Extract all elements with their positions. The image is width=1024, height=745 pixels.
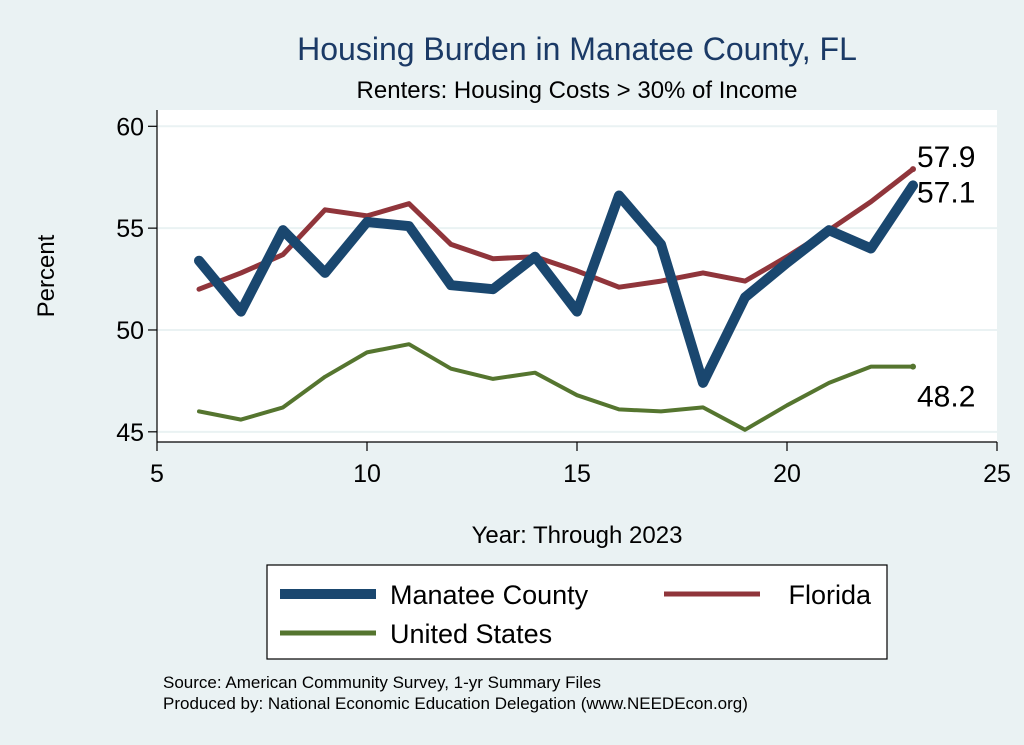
chart: Housing Burden in Manatee County, FL Ren… (0, 0, 1024, 745)
end-label-manatee-county: 57.1 (917, 176, 975, 209)
legend: Manatee County Florida United States (267, 565, 887, 659)
legend-label-florida: Florida (788, 580, 872, 610)
source-line: Source: American Community Survey, 1-yr … (163, 673, 601, 692)
x-axis-label: Year: Through 2023 (472, 522, 683, 549)
x-tick-label: 20 (773, 460, 801, 488)
producer-line: Produced by: National Economic Education… (163, 694, 748, 713)
end-label-united-states: 48.2 (917, 381, 975, 414)
y-tick-label: 50 (116, 317, 144, 345)
legend-label-manatee: Manatee County (390, 580, 589, 610)
plot-area (157, 110, 997, 442)
y-axis-label: Percent (33, 234, 60, 317)
x-tick-label: 10 (353, 460, 381, 488)
y-tick-label: 55 (116, 215, 144, 243)
x-tick-label: 25 (983, 460, 1011, 488)
y-axis-ticks: 45 50 55 60 (116, 113, 157, 447)
x-tick-label: 5 (150, 460, 164, 488)
x-axis-ticks: 5 10 15 20 25 (150, 442, 1011, 488)
end-label-florida: 57.9 (917, 141, 975, 174)
series-end-point (910, 364, 916, 370)
series-end-point (910, 182, 916, 188)
y-tick-label: 60 (116, 113, 144, 141)
legend-label-united-states: United States (390, 619, 552, 649)
x-tick-label: 15 (563, 460, 591, 488)
chart-subtitle: Renters: Housing Costs > 30% of Income (357, 77, 798, 104)
chart-title: Housing Burden in Manatee County, FL (297, 31, 857, 67)
series-end-point (910, 166, 916, 172)
y-tick-label: 45 (116, 419, 144, 447)
